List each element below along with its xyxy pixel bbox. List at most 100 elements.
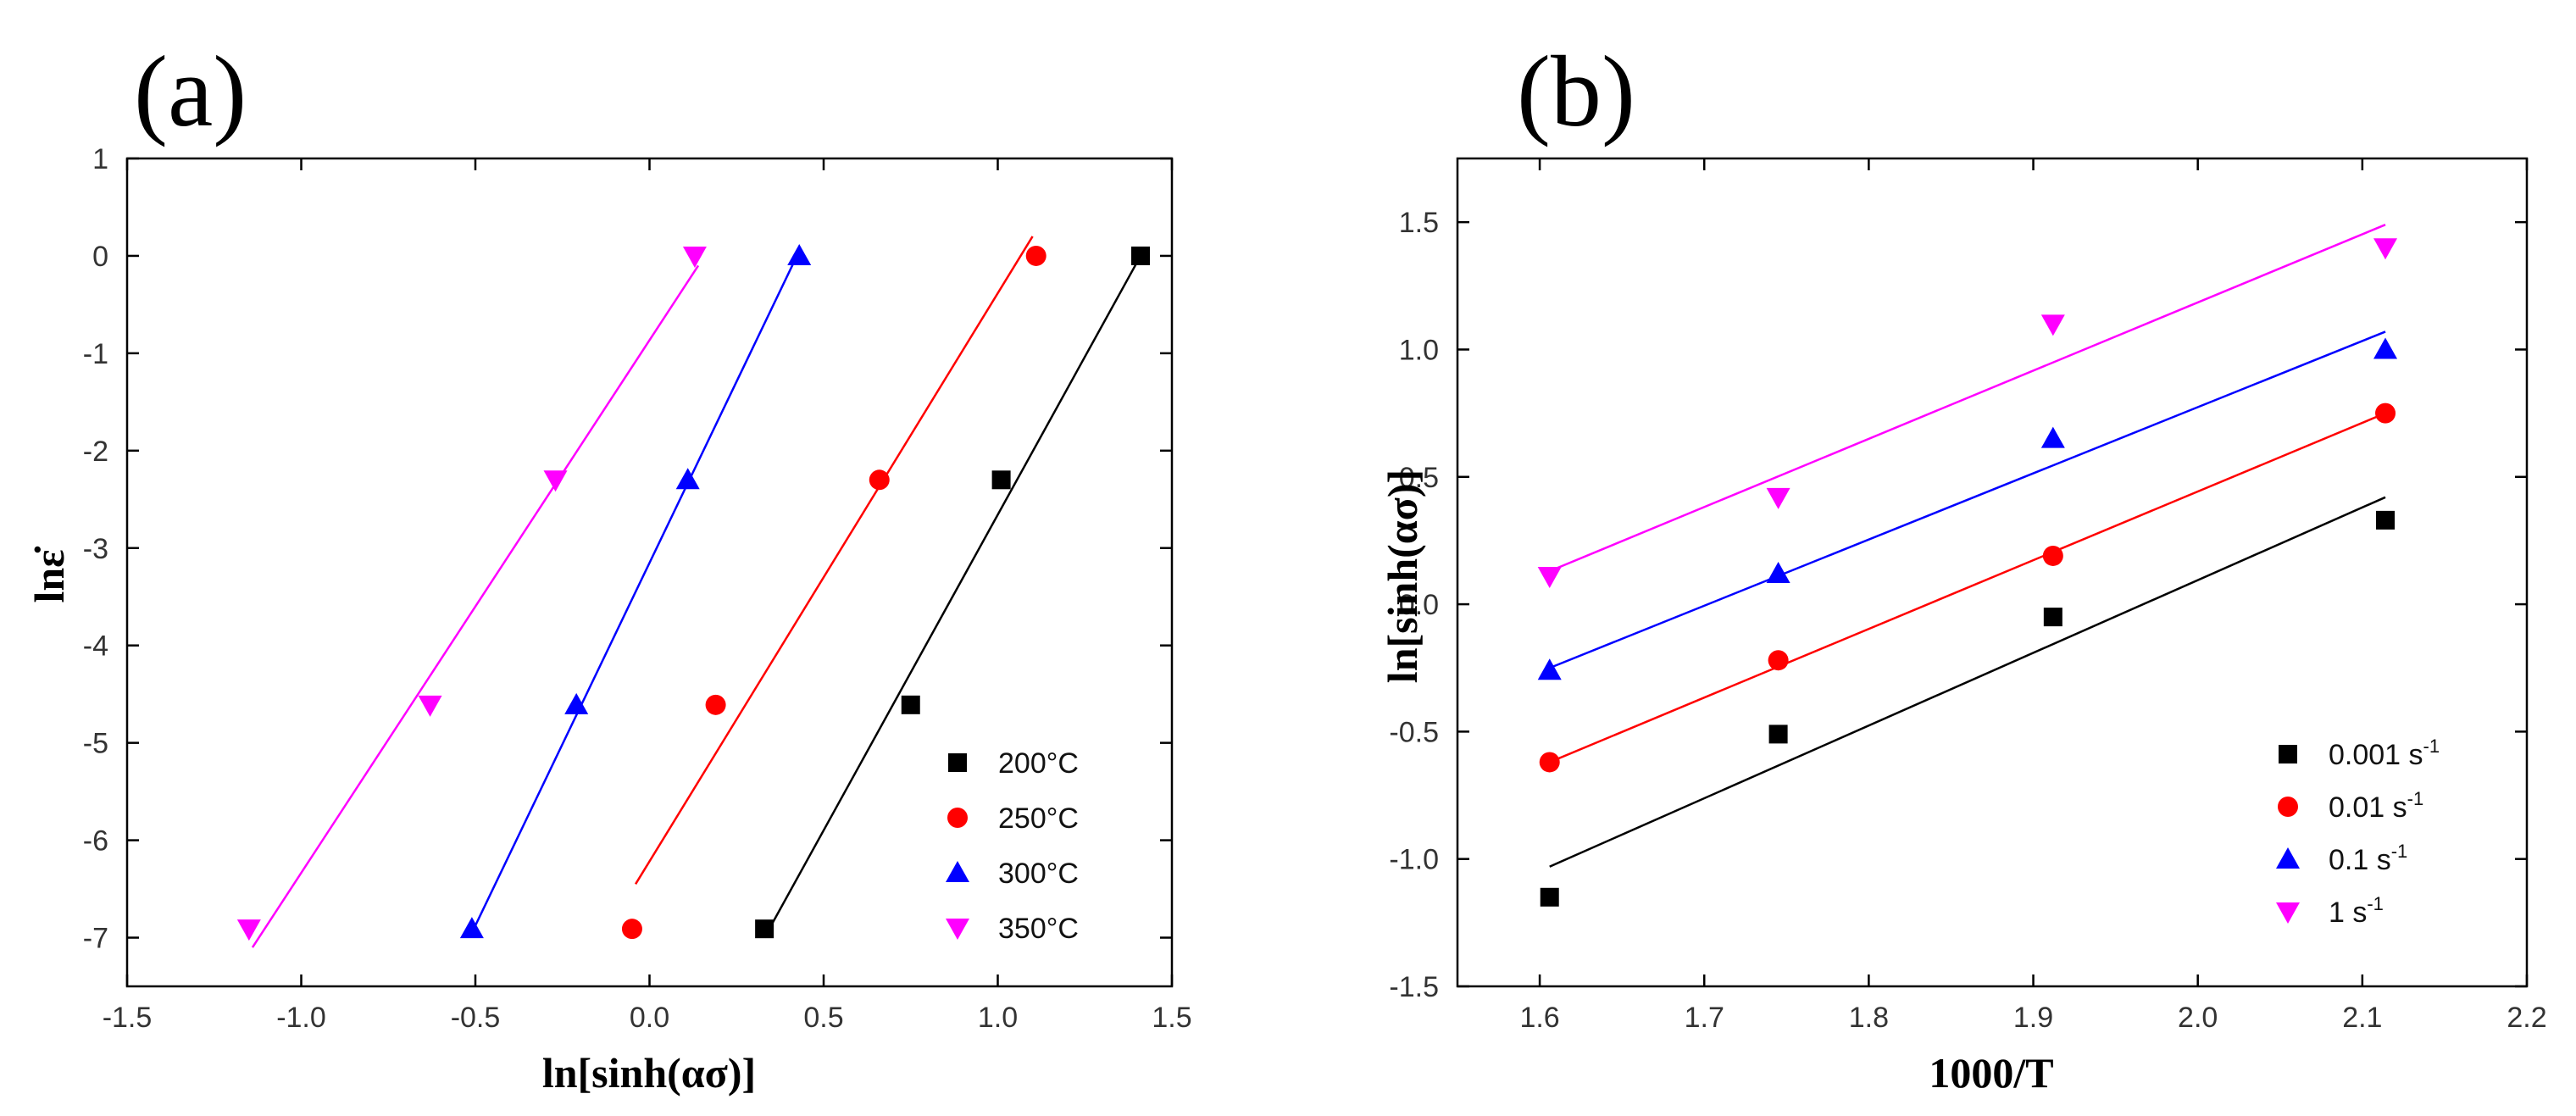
panel-a-fit-line-1 [634,236,1034,885]
panel-b-x-axis-title: 1000/T [1929,1049,2053,1097]
panel-b-y-tick-label: 1.0 [1399,334,1439,366]
panel-a: (a) -1.5 -1.0 -0.5 0.0 0.5 1.0 1.5 1 0 -1 -2 -3 -4 -5… [25,35,1192,1097]
panel-b-legend: 0.001 s-1 0.01 s-1 0.1 s-1 1 s-1 [2276,736,2440,929]
panel-a-point-1-0 [621,919,642,940]
panel-b-point-2-1 [1766,562,1790,584]
panel-a-point-2-2 [675,468,700,490]
panel-b-point-0-0 [1540,887,1559,907]
panel-a-legend-label-0: 200°C [998,747,1079,780]
panel-a-y-tick-label: 0 [92,241,108,273]
panel-b-point-3-3 [2373,238,2398,260]
panel-a-label: (a) [134,35,247,147]
panel-b-point-0-2 [2043,608,2062,627]
panel-b-point-1-2 [2042,545,2063,566]
panel-a-point-1-2 [869,469,890,491]
panel-b-legend-label-2: 0.1 s-1 [2329,841,2407,876]
panel-b-fit-lines [1549,224,2386,868]
panel-b-point-3-1 [1766,487,1790,509]
panel-b-x-tick-label: 2.0 [2178,1002,2218,1034]
panel-b-legend-marker-3 [2276,902,2300,924]
panel-b-point-0-3 [2376,510,2396,530]
panel-b-legend-label-3: 1 s-1 [2329,893,2384,929]
panel-b-x-tick-label: 1.6 [1519,1002,1559,1034]
panel-a-legend-label-3: 350°C [998,913,1079,945]
panel-b-label: (b) [1517,35,1635,147]
panel-a-point-3-0 [236,919,261,941]
panel-b-point-0-1 [1768,725,1788,744]
panel-b-x-tick-label: 1.9 [2013,1002,2053,1034]
panel-b-x-tick-label: 2.2 [2507,1002,2546,1034]
panel-b-legend-marker-1 [2278,797,2298,817]
panel-a-point-2-3 [787,243,812,265]
panel-a-legend-label-2: 300°C [998,858,1079,890]
panel-b-y-tick-label: 0.5 [1399,462,1439,494]
panel-a-x-tick-label: -1.5 [103,1002,153,1034]
panel-a-x-axis-title: ln[sinh(ασ)] [542,1049,756,1097]
panel-a-legend-marker-1 [947,808,968,828]
panel-a-legend-marker-0 [948,753,967,772]
panel-a-points [236,243,1151,941]
panel-a-point-3-1 [418,695,442,717]
panel-b-point-3-0 [1537,567,1562,589]
panel-a-y-tick-label: -2 [83,436,108,468]
panel-b-fit-line-1 [1549,412,2386,763]
panel-a-x-tick-label: 1.0 [978,1002,1018,1034]
panel-b-point-2-2 [2040,426,2065,448]
panel-b-point-1-3 [2375,403,2396,424]
panel-b-legend-marker-0 [2279,745,2297,763]
panel-a-point-2-0 [459,917,484,939]
panel-a-legend: 200°C 250°C 300°C 350°C [946,747,1079,945]
panel-b: (b) 1.6 1.7 1.8 1.9 2.0 2.1 2.2 1.5 1.0 0.5 0.0 -0.… [1379,35,2547,1097]
panel-b-point-2-0 [1537,658,1562,680]
panel-a-point-1-3 [1025,245,1046,266]
panel-a-y-tick-label: -4 [83,630,108,663]
panel-a-legend-marker-2 [946,861,969,882]
panel-a-ticks: -1.5 -1.0 -0.5 0.0 0.5 1.0 1.5 1 0 -1 -2 -3 -4 -5 -6 -7 [83,143,1192,1034]
panel-b-y-tick-label: -1.5 [1389,971,1439,1003]
panel-b-legend-label-0: 0.001 s-1 [2329,736,2440,771]
panel-b-x-tick-label: 1.8 [1849,1002,1889,1034]
panel-a-y-axis-title: lnε̇ [25,546,73,602]
panel-b-y-tick-label: 1.5 [1399,207,1439,239]
panel-a-point-1-1 [705,694,726,715]
panel-b-fit-line-2 [1549,330,2386,669]
panel-b-point-2-3 [2373,337,2398,359]
panel-a-fit-line-3 [251,264,700,948]
panel-b-legend-marker-2 [2276,847,2300,869]
panel-a-x-tick-label: 1.5 [1152,1002,1191,1034]
panel-b-point-1-0 [1539,752,1560,773]
panel-a-legend-marker-3 [946,919,969,940]
panel-b-legend-label-1: 0.01 s-1 [2329,788,2423,824]
panel-a-fit-lines [251,236,1142,948]
panel-a-point-0-1 [901,695,920,714]
panel-b-fit-line-0 [1549,496,2386,868]
panel-a-x-tick-label: 0.5 [803,1002,843,1034]
panel-b-y-axis-title: ln[sinh(ασ)] [1379,469,1426,683]
panel-a-y-tick-label: -6 [83,825,108,858]
panel-a-y-tick-label: 1 [92,143,108,175]
panel-b-points [1537,238,2398,907]
panel-a-point-0-0 [755,919,774,939]
panel-a-y-tick-label: -3 [83,533,108,565]
panel-b-fit-line-3 [1549,224,2386,573]
panel-a-x-tick-label: 0.0 [630,1002,669,1034]
panel-a-x-tick-label: -0.5 [451,1002,501,1034]
panel-b-plot-frame [1456,157,2529,988]
panel-a-point-3-2 [543,470,568,492]
panel-a-fit-line-0 [763,255,1142,939]
panel-a-point-0-2 [991,470,1011,490]
panel-a-point-2-1 [564,692,589,714]
panel-b-x-tick-label: 1.7 [1685,1002,1724,1034]
panel-a-fit-line-2 [470,250,801,934]
panel-a-point-3-3 [682,246,707,268]
panel-b-point-3-2 [2040,314,2065,336]
panel-b-y-tick-label: -1.0 [1389,844,1439,876]
panel-b-point-1-1 [1768,650,1789,671]
panel-b-x-tick-label: 2.1 [2342,1002,2382,1034]
panel-a-point-0-3 [1131,246,1151,265]
panel-a-legend-label-1: 250°C [998,802,1079,835]
panel-a-y-tick-label: -7 [83,923,108,955]
panel-a-y-tick-label: -1 [83,338,108,370]
panel-a-y-tick-label: -5 [83,728,108,760]
